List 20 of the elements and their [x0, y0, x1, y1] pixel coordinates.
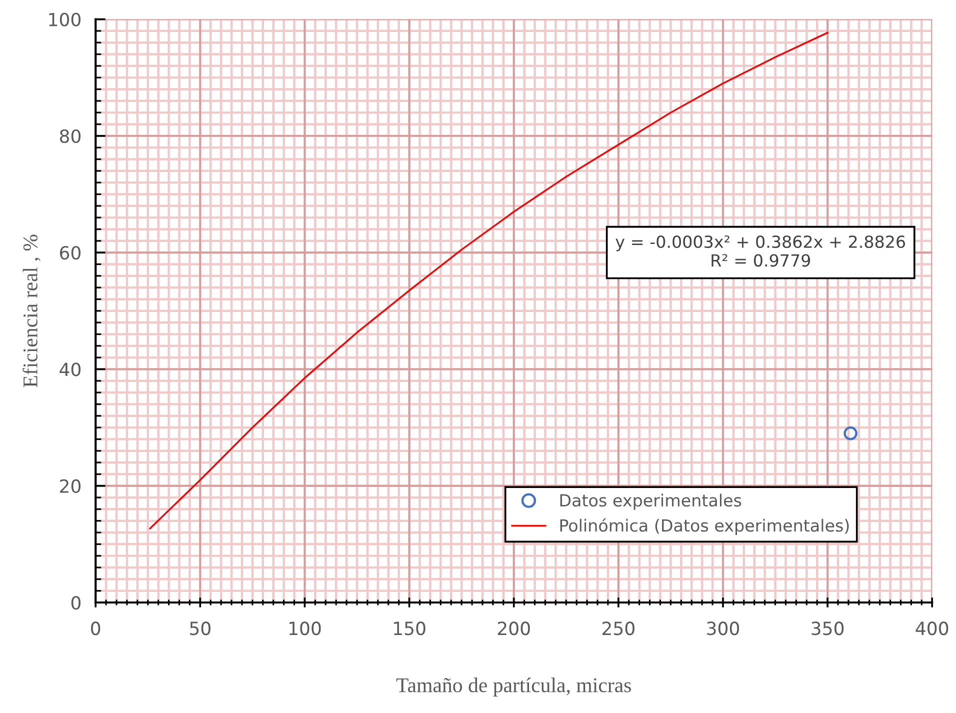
x-tick-label: 250 [602, 622, 634, 636]
legend-label: Datos experimentales [560, 494, 742, 510]
y-axis-title: Eficiencia real , % [22, 234, 40, 388]
y-tick-label: 40 [60, 362, 81, 376]
x-tick-label: 0 [91, 622, 100, 636]
y-tick-label: 80 [60, 129, 81, 144]
x-tick-label: 100 [289, 622, 321, 636]
x-tick-label: 350 [812, 622, 844, 636]
y-tick-label: 100 [49, 12, 81, 26]
x-tick-label: 400 [916, 622, 948, 636]
x-tick-label: 300 [707, 622, 740, 636]
y-tick-label: 20 [60, 479, 81, 493]
x-tick-label: 150 [394, 622, 426, 636]
y-tick-label: 60 [60, 246, 81, 260]
annotation: y = -0.0003x² + 0.3862x + 2.8826 R² = 0.9779 [616, 235, 906, 267]
x-axis-title: Tamaño de partícula, micras [396, 678, 631, 697]
x-tick-label: 200 [498, 622, 530, 636]
legend-label: Polinómica (Datos experimentales) [560, 518, 849, 535]
x-tick-label: 50 [190, 622, 210, 636]
y-tick-label: 0 [71, 596, 81, 610]
